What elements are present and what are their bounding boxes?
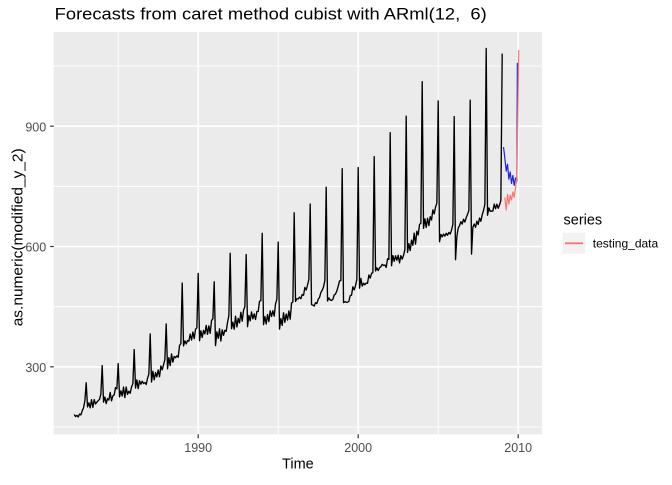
- svg-text:900: 900: [25, 120, 46, 134]
- svg-text:Time: Time: [282, 457, 314, 473]
- svg-text:series: series: [564, 213, 603, 229]
- svg-text:2000: 2000: [344, 441, 372, 455]
- svg-text:testing_data: testing_data: [593, 237, 659, 251]
- svg-text:300: 300: [25, 361, 46, 375]
- svg-text:as.numeric(modified_y_2): as.numeric(modified_y_2): [11, 148, 27, 326]
- svg-text:1990: 1990: [184, 441, 212, 455]
- svg-text:Forecasts from caret method cu: Forecasts from caret method cubist with …: [55, 4, 487, 23]
- svg-text:2010: 2010: [504, 441, 532, 455]
- svg-text:600: 600: [25, 241, 46, 255]
